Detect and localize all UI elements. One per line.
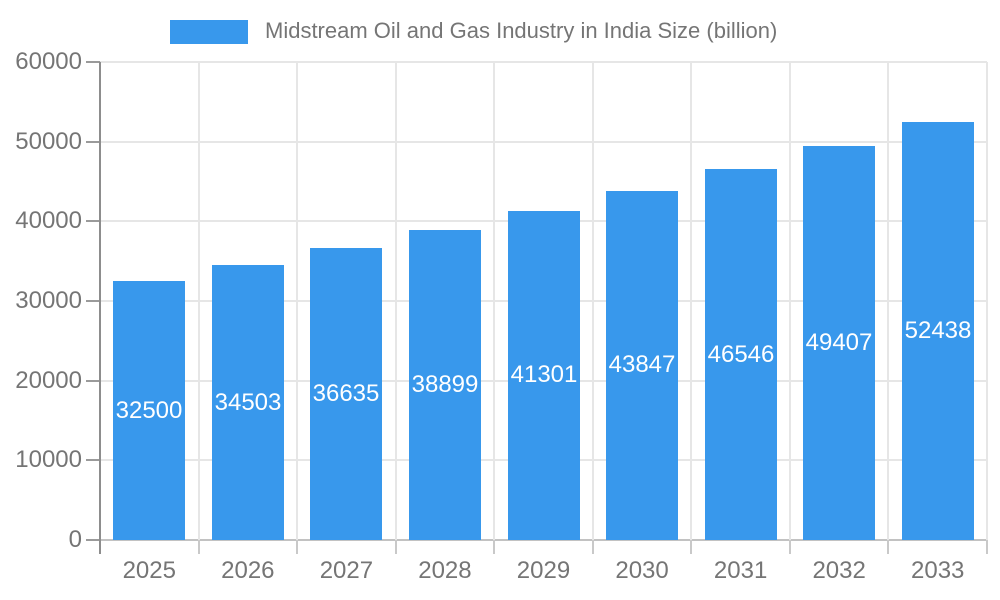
y-axis-label: 60000: [15, 48, 82, 75]
x-gridline: [690, 62, 693, 540]
x-gridline: [986, 62, 988, 540]
y-axis-tick: [86, 459, 100, 462]
y-axis-label: 40000: [15, 207, 82, 235]
bar[interactable]: 38899: [409, 230, 481, 540]
bar-value-label: 34503: [214, 388, 282, 416]
bar[interactable]: 36635: [310, 248, 382, 540]
x-axis-label: 2028: [418, 557, 472, 584]
bar[interactable]: 43847: [606, 190, 678, 540]
x-axis-tick: [197, 540, 200, 554]
x-axis-label: 2030: [615, 557, 669, 584]
x-gridline: [493, 62, 496, 540]
legend-swatch: [170, 20, 248, 44]
bar[interactable]: 52438: [902, 122, 974, 540]
bar-value-label: 32500: [115, 396, 183, 424]
y-axis-label: 50000: [15, 127, 82, 155]
y-axis-tick: [86, 140, 100, 143]
y-gridline: [100, 140, 987, 143]
y-axis-tick: [86, 379, 100, 382]
y-axis-tick: [86, 220, 100, 223]
x-axis-tick: [591, 540, 594, 554]
bar-value-label: 52438: [904, 317, 972, 345]
x-axis-label: 2033: [911, 557, 965, 584]
bar[interactable]: 49407: [803, 146, 875, 540]
x-axis-tick: [887, 540, 890, 554]
x-axis-label: 2025: [122, 557, 176, 584]
y-axis-tick: [86, 300, 100, 302]
x-gridline: [591, 62, 594, 540]
bar-value-label: 41301: [510, 361, 578, 389]
y-axis-label: 30000: [15, 287, 82, 314]
bar[interactable]: 46546: [705, 169, 777, 540]
bar-value-label: 36635: [312, 380, 380, 408]
bar[interactable]: 34503: [212, 265, 284, 540]
y-axis-tick: [86, 61, 100, 63]
legend-label: Midstream Oil and Gas Industry in India …: [265, 18, 778, 43]
x-axis-tick: [493, 540, 496, 554]
bar-value-label: 46546: [707, 340, 775, 368]
bar[interactable]: 32500: [113, 281, 185, 540]
y-axis-label: 0: [68, 526, 82, 553]
bar-value-label: 49407: [805, 329, 873, 357]
x-axis-label: 2032: [812, 557, 866, 584]
bar[interactable]: 41301: [508, 210, 580, 540]
x-gridline: [197, 62, 200, 540]
x-gridline: [296, 62, 299, 540]
x-axis-tick: [690, 540, 693, 554]
y-axis-line: [99, 62, 101, 554]
y-axis-label: 10000: [15, 446, 82, 474]
y-axis-tick: [86, 539, 100, 541]
x-axis-tick: [986, 540, 988, 554]
y-gridline: [100, 61, 987, 63]
y-axis-label: 20000: [15, 366, 82, 394]
x-axis-label: 2029: [516, 557, 571, 584]
x-axis-label: 2031: [713, 557, 768, 584]
bar-value-label: 38899: [411, 371, 479, 399]
x-axis-label: 2026: [221, 557, 275, 584]
x-axis-tick: [296, 540, 299, 554]
x-gridline: [788, 62, 791, 540]
x-gridline: [394, 62, 397, 540]
x-gridline: [887, 62, 890, 540]
bar-value-label: 43847: [608, 351, 676, 379]
x-axis-tick: [394, 540, 397, 554]
y-gridline: [100, 539, 987, 541]
x-axis-tick: [788, 540, 791, 554]
x-axis-label: 2027: [319, 557, 374, 584]
